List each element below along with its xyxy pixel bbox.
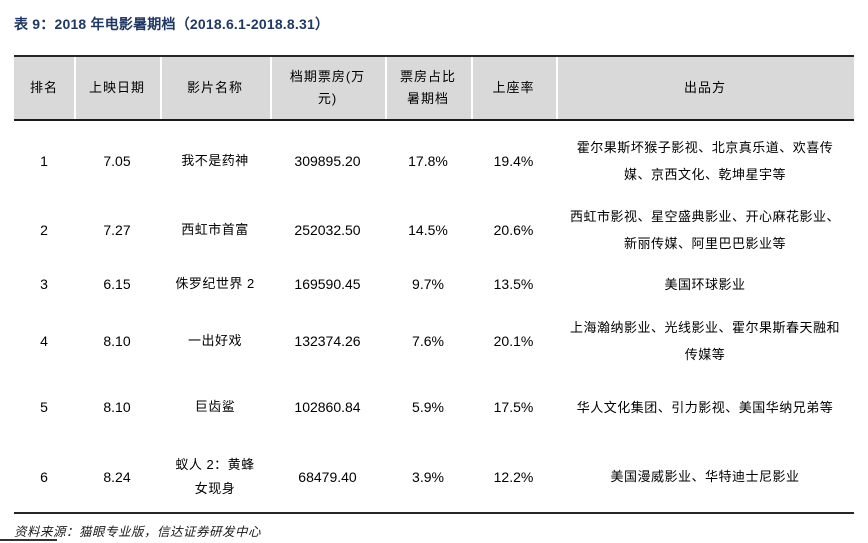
cell-producers: 上海瀚纳影业、光线影业、霍尔果斯春天融和传媒等 <box>569 319 840 362</box>
header-share: 票房占比暑期档 <box>385 55 471 121</box>
cell-rank: 3 <box>40 276 48 292</box>
cell-attendance-rate: 20.1% <box>493 332 534 349</box>
cell-release-date: 8.24 <box>74 441 160 514</box>
cell-film-title: 我不是药神 <box>181 152 249 168</box>
cell-share-of-summer: 3.9% <box>385 441 471 514</box>
cell-film-title: 西虹市首富 <box>181 222 249 237</box>
cell-rank: 6 <box>14 441 74 514</box>
cell-attendance-rate: 20.6% <box>493 222 534 238</box>
table-row: 2 7.27 西虹市首富 252032.50 14.5% 20.6% 西虹市影视、星空盛典影… <box>14 200 854 260</box>
table-row: 3 6.15 侏罗纪世界 2 169590.45 9.7% 13.5% 美国环球影业 <box>14 260 854 308</box>
cell-release-date: 6.15 <box>103 276 131 292</box>
header-release-date: 上映日期 <box>74 55 160 121</box>
cell-box-office: 102860.84 <box>294 399 361 415</box>
cell-box-office: 169590.45 <box>294 276 361 292</box>
cell-share-of-summer: 7.6% <box>412 332 444 349</box>
cell-release-date: 7.27 <box>103 222 131 238</box>
cell-rank: 5 <box>40 399 48 415</box>
header-film-title: 影片名称 <box>160 55 270 121</box>
cell-share-of-summer: 17.8% <box>408 152 448 169</box>
cell-box-office: 68479.40 <box>270 441 385 514</box>
table-title: 表 9：2018 年电影暑期档（2018.6.1-2018.8.31） <box>14 16 330 32</box>
cell-rank: 1 <box>40 152 48 169</box>
table-row: 1 7.05 我不是药神 309895.20 17.8% 19.4% 霍尔果斯坏猴子影视、北… <box>14 120 854 200</box>
header-producers: 出品方 <box>556 55 854 121</box>
cell-film-title: 蚁人 2：黄蜂女现身 <box>160 441 270 514</box>
cell-box-office: 132374.26 <box>294 332 361 349</box>
source-note: 资料来源：猫眼专业版，信达证券研发中心 <box>14 525 262 539</box>
table-header: 排名 上映日期 影片名称 档期票房(万元) 票房占比暑期档 上座率 出品方 <box>14 55 854 121</box>
cell-attendance-rate: 12.2% <box>471 441 556 514</box>
cell-producers: 西虹市影视、星空盛典影业、开心麻花影业、新丽传媒、阿里巴巴影业等 <box>569 209 840 251</box>
table-row: 5 8.10 巨齿鲨 102860.84 5.9% 17.5% 华人文化集团、引力影视、美国… <box>14 373 854 441</box>
table-body: 1 7.05 我不是药神 309895.20 17.8% 19.4% 霍尔果斯坏猴子影视、北… <box>14 120 854 514</box>
cell-release-date: 8.10 <box>103 399 131 415</box>
cell-attendance-rate: 13.5% <box>493 276 534 292</box>
cell-film-title: 巨齿鲨 <box>194 399 236 414</box>
cell-release-date: 7.05 <box>103 152 131 169</box>
cell-box-office: 252032.50 <box>294 222 361 238</box>
cell-film-title: 侏罗纪世界 2 <box>175 276 255 291</box>
table-row: 4 8.10 一出好戏 132374.26 7.6% 20.1% 上海瀚纳影业、光线影业、霍… <box>14 308 854 373</box>
cell-attendance-rate: 17.5% <box>493 399 534 415</box>
header-box-office: 档期票房(万元) <box>270 55 385 121</box>
cell-share-of-summer: 9.7% <box>412 276 444 292</box>
header-rank: 排名 <box>14 55 74 121</box>
cell-attendance-rate: 19.4% <box>493 152 534 169</box>
cell-producers: 美国环球影业 <box>664 276 746 292</box>
cell-release-date: 8.10 <box>103 332 131 349</box>
cell-rank: 2 <box>40 222 48 238</box>
table-row: 6 8.24 蚁人 2：黄蜂女现身 68479.40 3.9% 12.2% 美国漫威影业、华… <box>14 441 854 514</box>
cell-film-title: 一出好戏 <box>187 332 242 348</box>
cell-box-office: 309895.20 <box>294 152 361 169</box>
header-attendance: 上座率 <box>471 55 556 121</box>
header-row: 排名 上映日期 影片名称 档期票房(万元) 票房占比暑期档 上座率 出品方 <box>14 55 854 121</box>
cell-producers: 美国漫威影业、华特迪士尼影业 <box>556 441 854 514</box>
cell-rank: 4 <box>40 332 48 349</box>
cell-producers: 华人文化集团、引力影视、美国华纳兄弟等 <box>576 399 834 415</box>
cell-share-of-summer: 14.5% <box>408 222 448 238</box>
cell-producers: 霍尔果斯坏猴子影视、北京真乐道、欢喜传媒、京西文化、乾坤星宇等 <box>576 139 834 182</box>
cell-share-of-summer: 5.9% <box>412 399 444 415</box>
bottom-partial-rule <box>0 539 57 541</box>
